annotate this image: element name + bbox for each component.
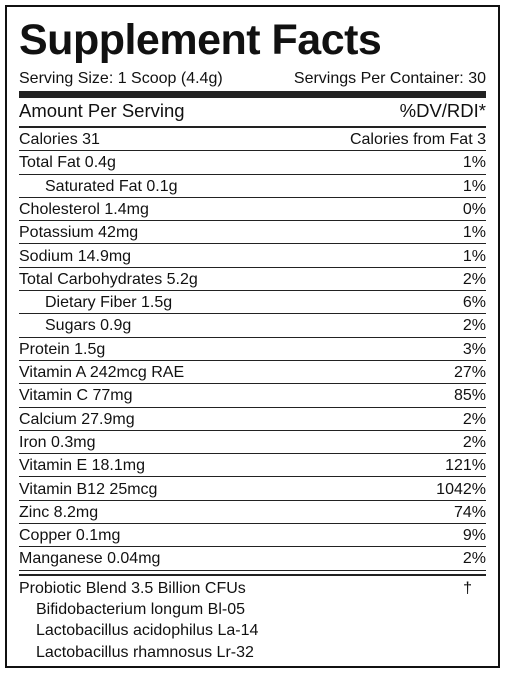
thick-rule [19,91,486,98]
nutrient-row: Dietary Fiber 1.5g 6% [19,291,486,315]
nutrient-row: Manganese 0.04mg 2% [19,547,486,571]
nutrient-dv: 2% [462,317,486,335]
nutrient-row: Vitamin A 242mcg RAE 27% [19,361,486,385]
nutrient-dv: Calories from Fat 3 [349,131,486,148]
nutrient-dv: 1% [462,224,486,242]
nutrient-label: Saturated Fat 0.1g [45,177,178,195]
dv-header: %DV/RDI* [399,100,486,121]
nutrient-label: Manganese 0.04mg [19,550,161,568]
nutrient-row: Calories 31 Calories from Fat 3 [19,128,486,152]
nutrient-label: Vitamin B12 25mcg [19,480,158,498]
nutrient-label: Total Fat 0.4g [19,154,116,172]
nutrient-label: Vitamin A 242mcg RAE [19,364,185,381]
nutrient-row: Protein 1.5g 3% [19,338,486,361]
nutrient-dv: 85% [453,387,486,405]
nutrient-label: Sugars 0.9g [45,317,132,335]
nutrient-row: Vitamin C 77mg 85% [19,384,486,408]
nutrient-dv: 2% [462,433,486,451]
nutrient-row: Total Carbohydrates 5.2g 2% [19,268,486,292]
ingredient: Bifidobacterium longum Bl-05 [36,601,245,618]
ingredient: Lactobacillus acidophilus La-14 [36,622,259,640]
serving-size: Serving Size: 1 Scoop (4.4g) [19,70,223,87]
nutrient-dv: 2% [462,410,486,428]
nutrient-label: Calcium 27.9mg [19,410,135,428]
nutrient-dv: 3% [462,340,486,358]
amount-header: Amount Per Serving [19,100,185,121]
label-box: Supplement Facts Serving Size: 1 Scoop (… [5,5,500,668]
nutrient-label: Vitamin C 77mg [19,387,133,405]
nutrient-dv: 1042% [436,480,486,498]
rule [19,126,486,128]
title: Supplement Facts [19,16,382,64]
nutrient-dv: 2% [462,550,486,568]
servings-per-container: Servings Per Container: 30 [293,70,486,87]
nutrient-label: Total Carbohydrates 5.2g [19,270,198,288]
blend-label: Probiotic Blend 3.5 Billion CFUs [19,580,246,597]
nutrient-row: Copper 0.1mg 9% [19,524,486,548]
nutrient-label: Cholesterol 1.4mg [19,200,149,218]
nutrient-dv: 1% [462,247,486,265]
nutrient-dv: 1% [462,154,486,172]
nutrient-row: Sodium 14.9mg 1% [19,245,486,268]
nutrient-dv: 74% [453,503,486,521]
nutrient-label: Calories 31 [19,131,100,148]
nutrient-label: Vitamin E 18.1mg [19,457,145,475]
blend-dv: † [463,580,472,597]
nutrient-dv: 9% [462,527,486,545]
nutrient-row: Total Fat 0.4g 1% [19,151,486,175]
nutrient-dv: 2% [462,270,486,288]
nutrient-row: Sugars 0.9g 2% [19,314,486,338]
nutrient-row: Cholesterol 1.4mg 0% [19,198,486,222]
nutrient-label: Iron 0.3mg [19,433,96,451]
ingredient: Lactobacillus rhamnosus Lr-32 [36,643,254,661]
nutrient-row: Vitamin E 18.1mg 121% [19,454,486,478]
nutrient-label: Sodium 14.9mg [19,247,132,265]
nutrient-row: Saturated Fat 0.1g 1% [19,175,486,198]
nutrient-row: Vitamin B12 25mcg 1042% [19,478,486,501]
nutrient-dv: 27% [453,364,486,381]
nutrient-dv: 1% [462,177,486,195]
nutrient-label: Copper 0.1mg [19,527,121,545]
nutrient-row: Calcium 27.9mg 2% [19,408,486,431]
nutrient-label: Zinc 8.2mg [19,503,99,521]
rule [19,574,486,576]
nutrient-label: Dietary Fiber 1.5g [45,294,173,312]
nutrient-dv: 121% [445,457,486,475]
nutrient-row: Potassium 42mg 1% [19,221,486,245]
nutrient-row: Iron 0.3mg 2% [19,431,486,455]
nutrient-label: Protein 1.5g [19,340,106,358]
nutrient-dv: 6% [462,294,486,312]
nutrient-label: Potassium 42mg [19,224,139,242]
nutrient-dv: 0% [462,200,486,218]
nutrient-row: Zinc 8.2mg 74% [19,501,486,525]
